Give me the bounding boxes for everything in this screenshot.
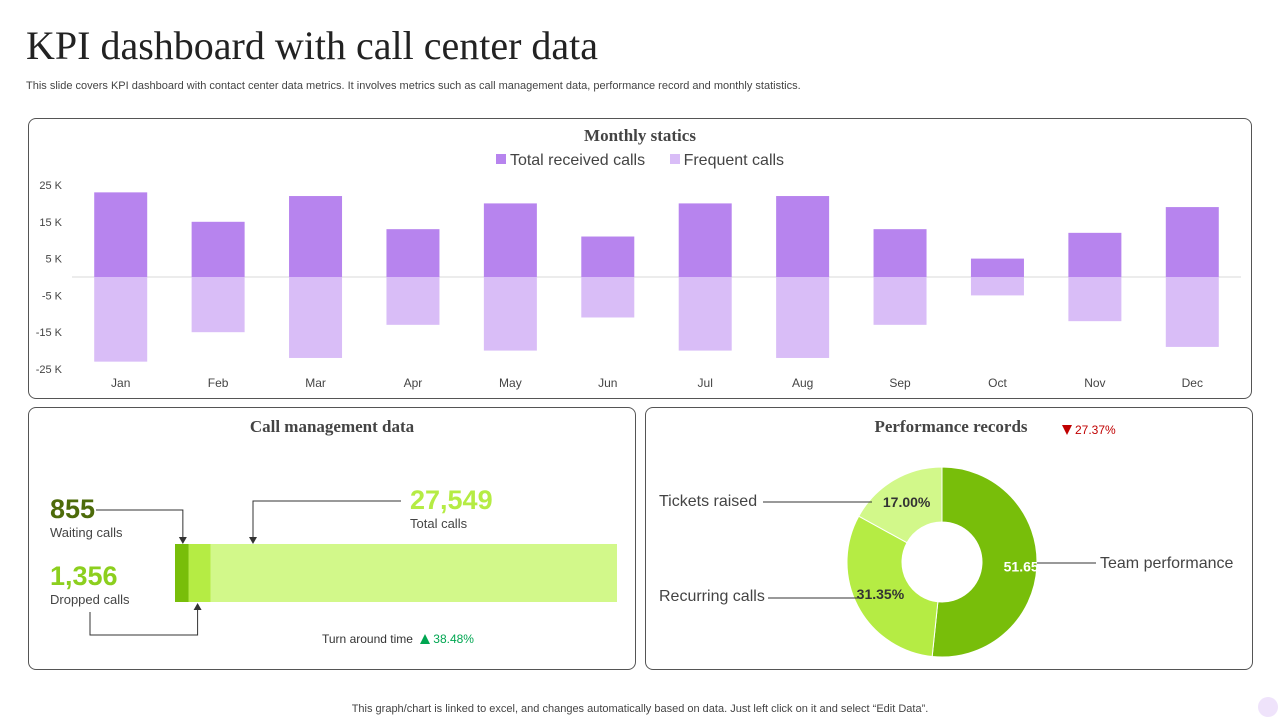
bar-frequent-sep xyxy=(873,277,927,325)
y-tick-label: 5 K xyxy=(45,254,62,266)
total-arrow-icon xyxy=(249,537,257,544)
dropped-calls-value: 1,356 xyxy=(50,561,118,591)
recurring-calls-label: Recurring calls xyxy=(659,588,765,605)
footer-note: This graph/chart is linked to excel, and… xyxy=(351,703,929,715)
bar-received-feb xyxy=(191,221,245,277)
bar-dropped-calls xyxy=(188,544,211,602)
bar-received-nov xyxy=(1068,232,1122,277)
monthly-chart-title: Monthly statics xyxy=(584,126,696,145)
turnaround-label: Turn around time xyxy=(322,632,413,646)
donut-value-label: 31.35% xyxy=(857,586,905,602)
x-tick-label: Jun xyxy=(598,376,617,390)
bar-received-jan xyxy=(94,192,148,277)
legend-label-frequent: Frequent calls xyxy=(683,152,785,169)
bar-frequent-aug xyxy=(776,277,830,358)
down-arrow-icon xyxy=(1062,425,1072,435)
dropped-arrow-icon xyxy=(193,603,202,610)
total-calls-label: Total calls xyxy=(410,516,468,531)
x-tick-label: Jul xyxy=(698,376,713,390)
turnaround-change: 38.48% xyxy=(433,632,474,646)
donut-value-label: 51.65% xyxy=(1004,558,1052,574)
y-tick-label: -25 K xyxy=(36,364,63,376)
donut-slice-team-performance xyxy=(931,466,1038,658)
waiting-calls-value: 855 xyxy=(50,494,96,524)
bar-frequent-jan xyxy=(94,277,148,362)
bar-frequent-oct xyxy=(970,277,1024,296)
bar-received-dec xyxy=(1165,207,1219,277)
tickets-raised-label: Tickets raised xyxy=(659,493,758,510)
donut-slice-tickets-raised xyxy=(858,466,943,544)
call-management-chart[interactable] xyxy=(29,408,635,669)
donut-slice-recurring-calls xyxy=(846,515,939,658)
bar-received-jun xyxy=(581,236,635,277)
up-arrow-icon xyxy=(420,634,431,644)
dropped-connector xyxy=(89,610,199,636)
performance-change: 27.37% xyxy=(1075,423,1116,437)
total-calls-value: 27,549 xyxy=(410,485,493,515)
bar-received-may xyxy=(483,203,537,277)
bar-received-mar xyxy=(289,196,343,277)
x-tick-label: Feb xyxy=(208,376,229,390)
waiting-calls-label: Waiting calls xyxy=(50,525,123,540)
x-tick-label: Oct xyxy=(988,376,1007,390)
x-tick-label: Jan xyxy=(111,376,130,390)
bar-frequent-feb xyxy=(191,277,245,333)
bar-waiting-calls xyxy=(175,544,189,602)
x-tick-label: Apr xyxy=(404,376,423,390)
legend-swatch-frequent xyxy=(669,154,680,164)
monthly-statics-panel[interactable]: Monthly statics Total received calls Fre… xyxy=(28,118,1252,399)
legend-item-received: Total received calls xyxy=(495,152,646,170)
monthly-legend: Total received calls Frequent calls xyxy=(29,152,1251,170)
call-management-panel[interactable]: Call management data 855 Waiting calls 1… xyxy=(28,407,636,670)
bar-received-apr xyxy=(386,229,440,277)
page-subtitle: This slide covers KPI dashboard with con… xyxy=(26,80,801,92)
dropped-calls-label: Dropped calls xyxy=(50,592,130,607)
waiting-arrow-icon xyxy=(178,537,187,544)
total-connector xyxy=(252,500,401,538)
legend-label-received: Total received calls xyxy=(509,152,646,169)
bar-frequent-jun xyxy=(581,277,635,318)
legend-item-frequent: Frequent calls xyxy=(669,152,785,170)
waiting-connector xyxy=(96,509,184,538)
x-tick-label: Aug xyxy=(792,376,813,390)
bar-total-calls xyxy=(175,544,617,602)
bar-received-jul xyxy=(678,203,732,277)
bar-frequent-may xyxy=(483,277,537,351)
y-tick-label: -15 K xyxy=(36,327,63,339)
bar-received-sep xyxy=(873,229,927,277)
performance-records-panel[interactable]: Performance records 27.37% 51.65% 31.35% 1… xyxy=(645,407,1253,670)
team-performance-label: Team performance xyxy=(1100,555,1234,572)
bar-frequent-nov xyxy=(1068,277,1122,322)
x-tick-label: Sep xyxy=(889,376,911,390)
y-tick-label: 25 K xyxy=(39,180,62,192)
x-tick-label: Dec xyxy=(1182,376,1203,390)
bar-received-aug xyxy=(776,196,830,277)
page-title: KPI dashboard with call center data xyxy=(26,23,599,68)
y-tick-label: 15 K xyxy=(39,217,62,229)
y-tick-label: -5 K xyxy=(42,290,63,302)
performance-change-badge: 27.37% xyxy=(1062,423,1116,437)
call-management-title: Call management data xyxy=(249,417,415,436)
bar-received-oct xyxy=(970,258,1024,277)
monthly-bar-chart[interactable]: 25 K 15 K 5 K -5 K -15 K -25 K Jan Feb Mar Apr May… xyxy=(29,119,1251,398)
bar-frequent-dec xyxy=(1165,277,1219,347)
x-tick-label: May xyxy=(499,376,522,390)
turnaround-time: Turn around time 38.48% xyxy=(322,632,474,646)
bar-frequent-apr xyxy=(386,277,440,325)
donut-value-label: 17.00% xyxy=(883,494,931,510)
performance-donut-chart[interactable]: 51.65% 31.35% 17.00% xyxy=(646,408,1252,669)
bar-frequent-jul xyxy=(678,277,732,351)
x-tick-label: Nov xyxy=(1084,376,1105,390)
performance-title: Performance records xyxy=(874,417,1028,436)
x-tick-label: Mar xyxy=(305,376,326,390)
legend-swatch-received xyxy=(495,154,506,164)
corner-dot xyxy=(1258,697,1278,717)
bar-frequent-mar xyxy=(289,277,343,358)
